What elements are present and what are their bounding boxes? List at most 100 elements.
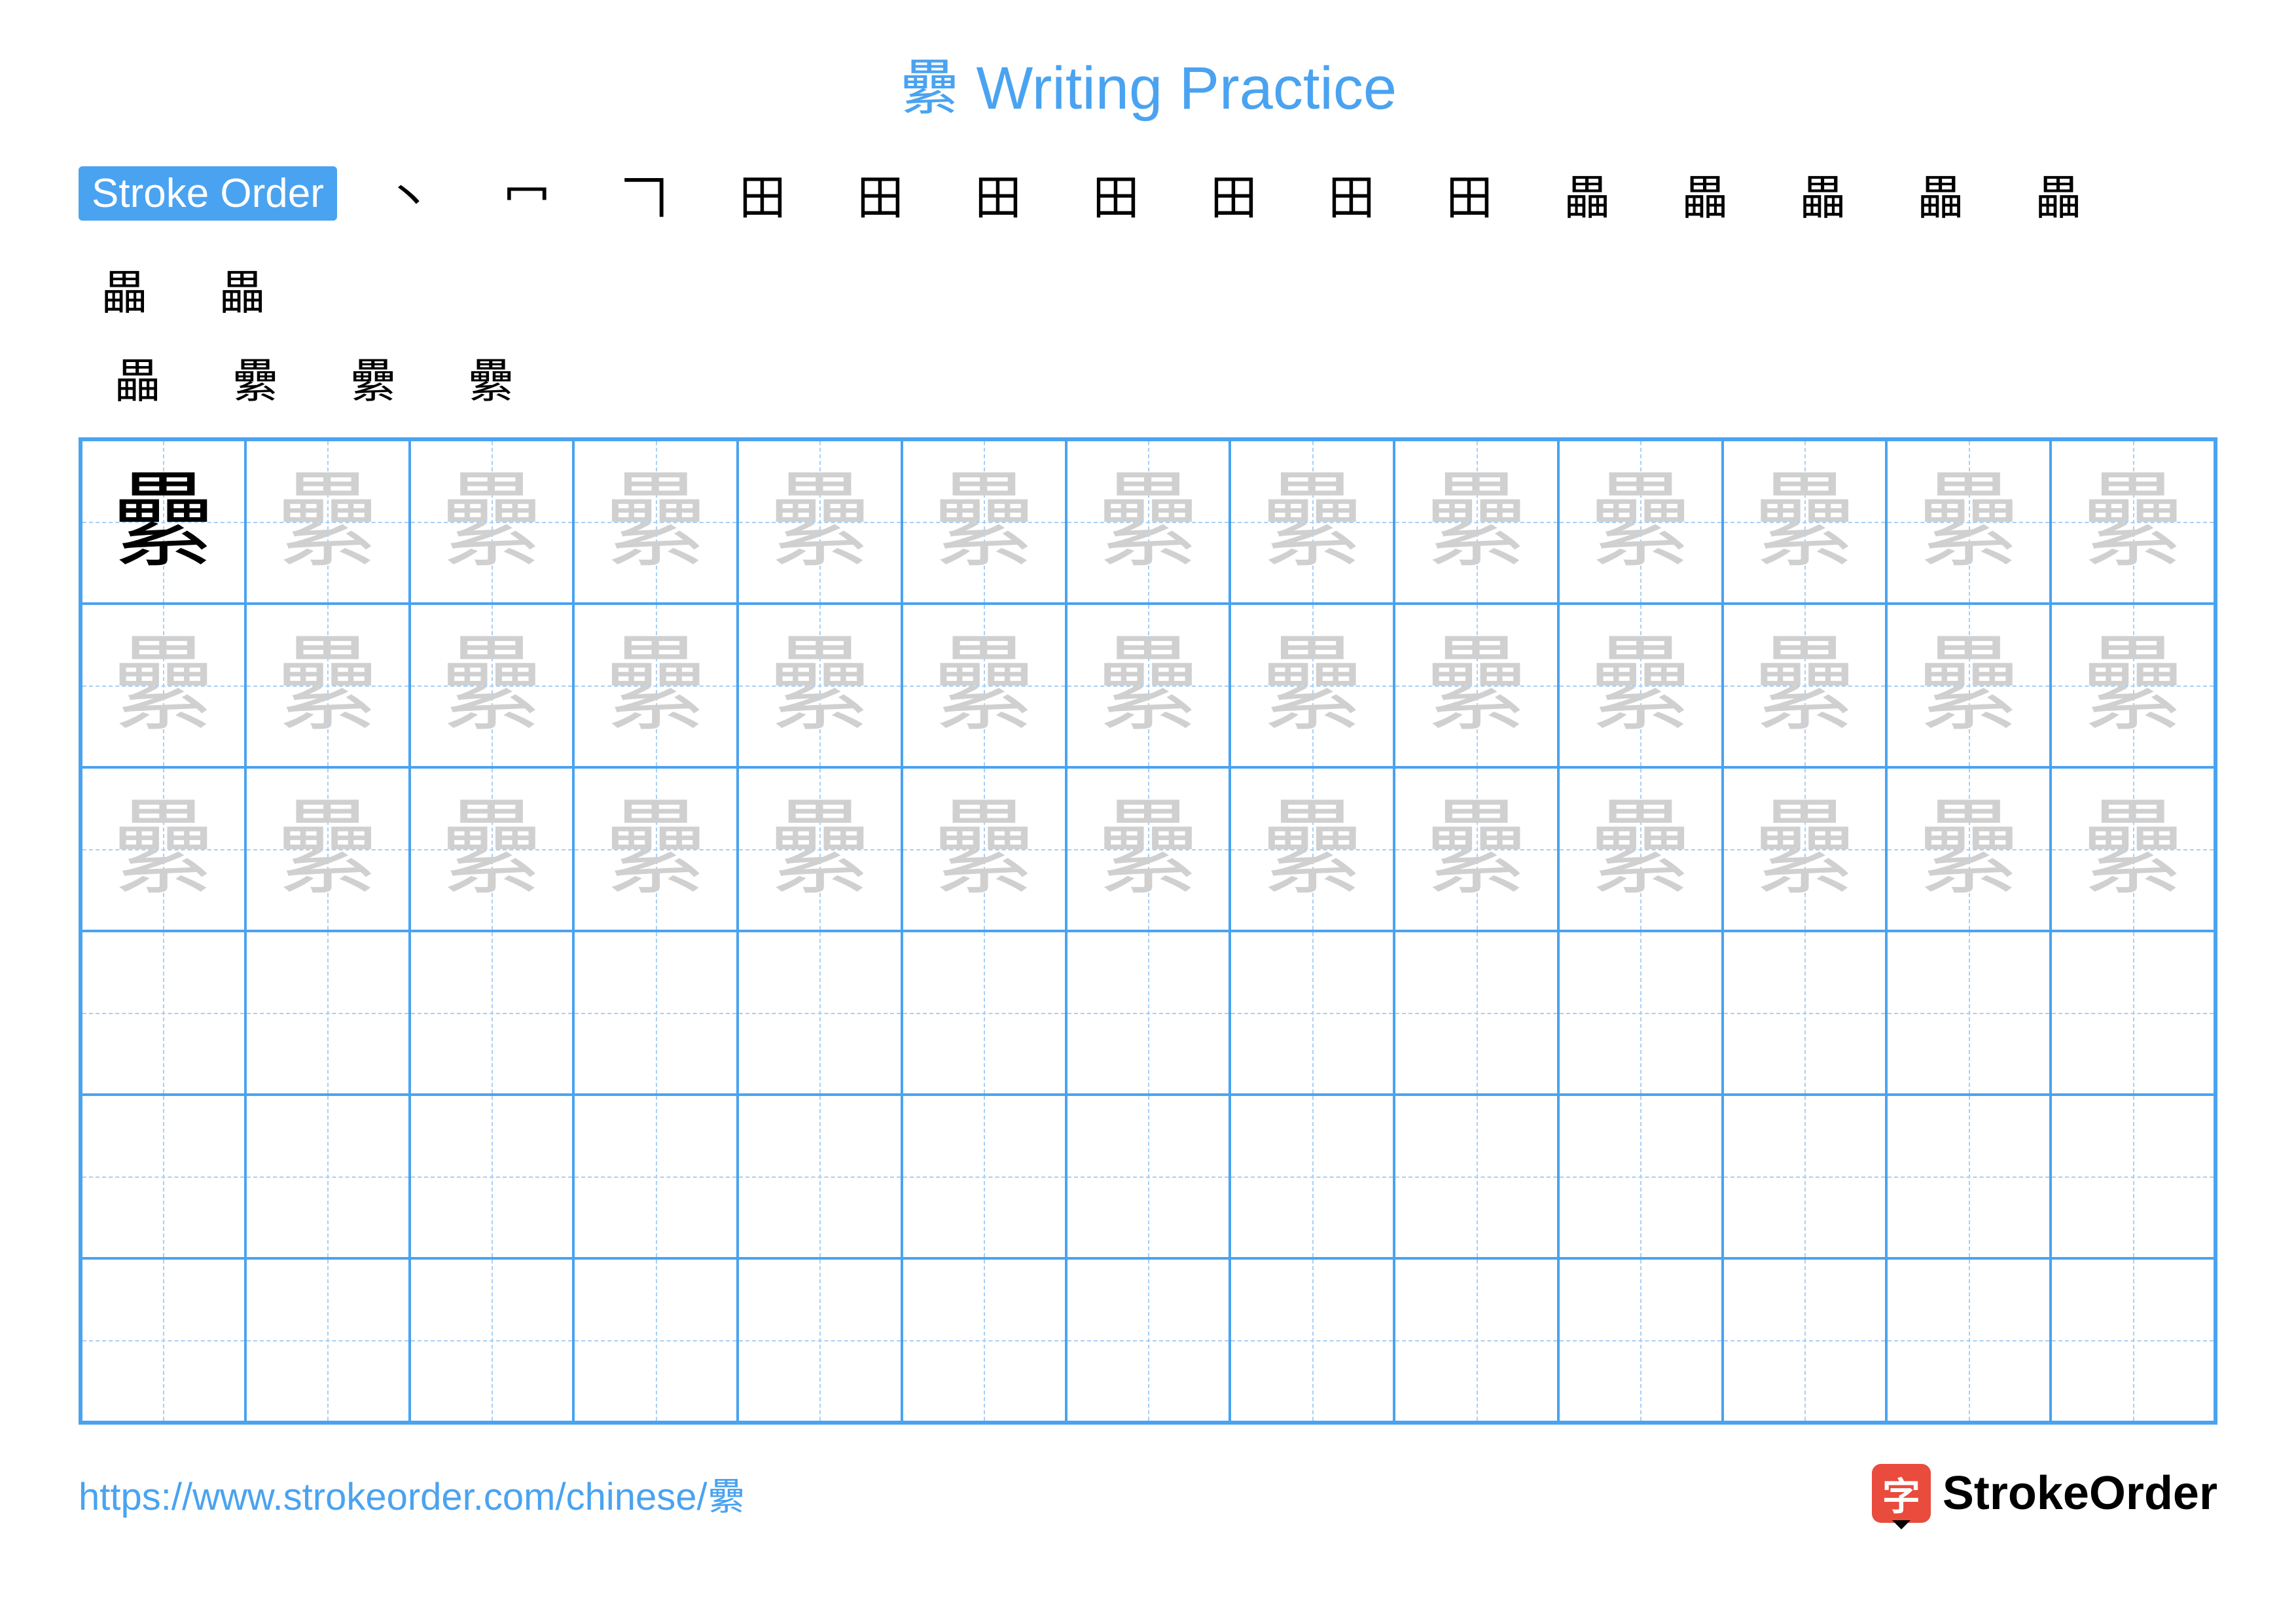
stroke-step: 畾 xyxy=(2013,159,2104,228)
grid-cell: 纍 xyxy=(573,604,738,767)
grid-cell: 纍 xyxy=(1394,604,1558,767)
grid-cell: 纍 xyxy=(1230,767,1394,931)
grid-cell xyxy=(1230,1095,1394,1258)
stroke-step: 纍 xyxy=(209,342,301,411)
grid-cell xyxy=(573,1258,738,1422)
grid-cell: 纍 xyxy=(410,440,574,604)
trace-character: 纍 xyxy=(439,633,544,738)
grid-cell xyxy=(245,1258,410,1422)
grid-cell: 纍 xyxy=(2051,440,2215,604)
grid-cell: 纍 xyxy=(1066,767,1230,931)
grid-cell: 纍 xyxy=(1723,604,1887,767)
grid-cell xyxy=(1723,1258,1887,1422)
grid-cell xyxy=(1066,1258,1230,1422)
trace-character: 纍 xyxy=(1096,797,1200,902)
grid-cell xyxy=(1886,1095,2051,1258)
stroke-step: 丶 xyxy=(363,159,455,228)
grid-cell xyxy=(738,931,902,1095)
grid-cell xyxy=(410,1095,574,1258)
grid-cell xyxy=(573,931,738,1095)
grid-cell xyxy=(1066,931,1230,1095)
trace-character: 纍 xyxy=(111,633,215,738)
trace-character: 纍 xyxy=(767,797,872,902)
trace-character: 纍 xyxy=(1916,469,2021,574)
page-title: 纍 Writing Practice xyxy=(79,39,2217,126)
stroke-step: 畾 xyxy=(196,254,288,323)
trace-character: 纍 xyxy=(1260,469,1365,574)
grid-cell: 纍 xyxy=(410,604,574,767)
trace-character: 纍 xyxy=(1424,469,1529,574)
stroke-step: 畾 xyxy=(1777,159,1869,228)
grid-cell: 纍 xyxy=(245,440,410,604)
grid-cell: 纍 xyxy=(1723,767,1887,931)
stroke-step: 畾 xyxy=(79,254,170,323)
grid-cell: 纍 xyxy=(81,440,245,604)
trace-character: 纍 xyxy=(603,633,708,738)
trace-character: 纍 xyxy=(1260,797,1365,902)
trace-character: 纍 xyxy=(931,633,1036,738)
trace-character: 纍 xyxy=(1752,469,1857,574)
grid-cell xyxy=(1394,1095,1558,1258)
grid-cell xyxy=(1723,931,1887,1095)
stroke-step: 畾 xyxy=(1895,159,1986,228)
grid-cell: 纍 xyxy=(738,604,902,767)
stroke-order-label: Stroke Order xyxy=(79,166,337,221)
grid-cell: 纍 xyxy=(1066,604,1230,767)
grid-cell xyxy=(1230,931,1394,1095)
grid-cell: 纍 xyxy=(1886,767,2051,931)
grid-cell: 纍 xyxy=(1558,440,1723,604)
trace-character: 纍 xyxy=(275,469,380,574)
grid-cell: 纍 xyxy=(1394,440,1558,604)
grid-cell: 纍 xyxy=(2051,604,2215,767)
grid-cell xyxy=(1394,931,1558,1095)
trace-character: 纍 xyxy=(767,469,872,574)
grid-cell: 纍 xyxy=(1230,604,1394,767)
grid-cell xyxy=(2051,1258,2215,1422)
trace-character: 纍 xyxy=(767,633,872,738)
grid-cell: 纍 xyxy=(1230,440,1394,604)
logo-text: StrokeOrder xyxy=(1943,1467,2217,1520)
grid-cell xyxy=(1886,1258,2051,1422)
grid-cell xyxy=(245,1095,410,1258)
stroke-step: 纍 xyxy=(445,342,537,411)
trace-character: 纍 xyxy=(1424,633,1529,738)
trace-character: 纍 xyxy=(1260,633,1365,738)
grid-cell xyxy=(410,931,574,1095)
trace-character: 纍 xyxy=(603,469,708,574)
footer: https://www.strokeorder.com/chinese/纍 字 … xyxy=(79,1464,2217,1523)
stroke-step: 田 xyxy=(834,159,926,228)
stroke-step: 纍 xyxy=(327,342,419,411)
grid-cell: 纍 xyxy=(245,604,410,767)
grid-cell xyxy=(738,1258,902,1422)
footer-url[interactable]: https://www.strokeorder.com/chinese/纍 xyxy=(79,1466,745,1521)
trace-character: 纍 xyxy=(2081,469,2185,574)
trace-character: 纍 xyxy=(439,797,544,902)
grid-cell: 纍 xyxy=(245,767,410,931)
stroke-step: 田 xyxy=(717,159,808,228)
grid-cell: 纍 xyxy=(1394,767,1558,931)
trace-character: 纍 xyxy=(2081,797,2185,902)
title-rest: Writing Practice xyxy=(960,55,1397,122)
grid-cell: 纍 xyxy=(1886,440,2051,604)
logo: 字 StrokeOrder xyxy=(1872,1464,2217,1523)
stroke-step: 畾 xyxy=(1659,159,1751,228)
trace-character: 纍 xyxy=(1588,797,1693,902)
trace-character: 纍 xyxy=(275,797,380,902)
stroke-order-row2: 畾纍纍纍 xyxy=(79,342,2217,411)
stroke-step: 田 xyxy=(1424,159,1515,228)
trace-character: 纍 xyxy=(931,469,1036,574)
grid-cell xyxy=(1230,1258,1394,1422)
grid-cell xyxy=(902,1258,1066,1422)
grid-cell xyxy=(1558,1258,1723,1422)
stroke-step: 畾 xyxy=(1541,159,1633,228)
trace-character: 纍 xyxy=(931,797,1036,902)
grid-cell: 纍 xyxy=(1558,767,1723,931)
grid-cell xyxy=(902,931,1066,1095)
trace-character: 纍 xyxy=(603,797,708,902)
trace-character: 纍 xyxy=(439,469,544,574)
grid-cell xyxy=(81,931,245,1095)
trace-character: 纍 xyxy=(1916,797,2021,902)
stroke-step: 𠃍 xyxy=(599,159,691,228)
trace-character: 纍 xyxy=(2081,633,2185,738)
stroke-order-row1: Stroke Order 丶冖𠃍田田田田田田田畾畾畾畾畾畾畾 xyxy=(79,159,2217,323)
